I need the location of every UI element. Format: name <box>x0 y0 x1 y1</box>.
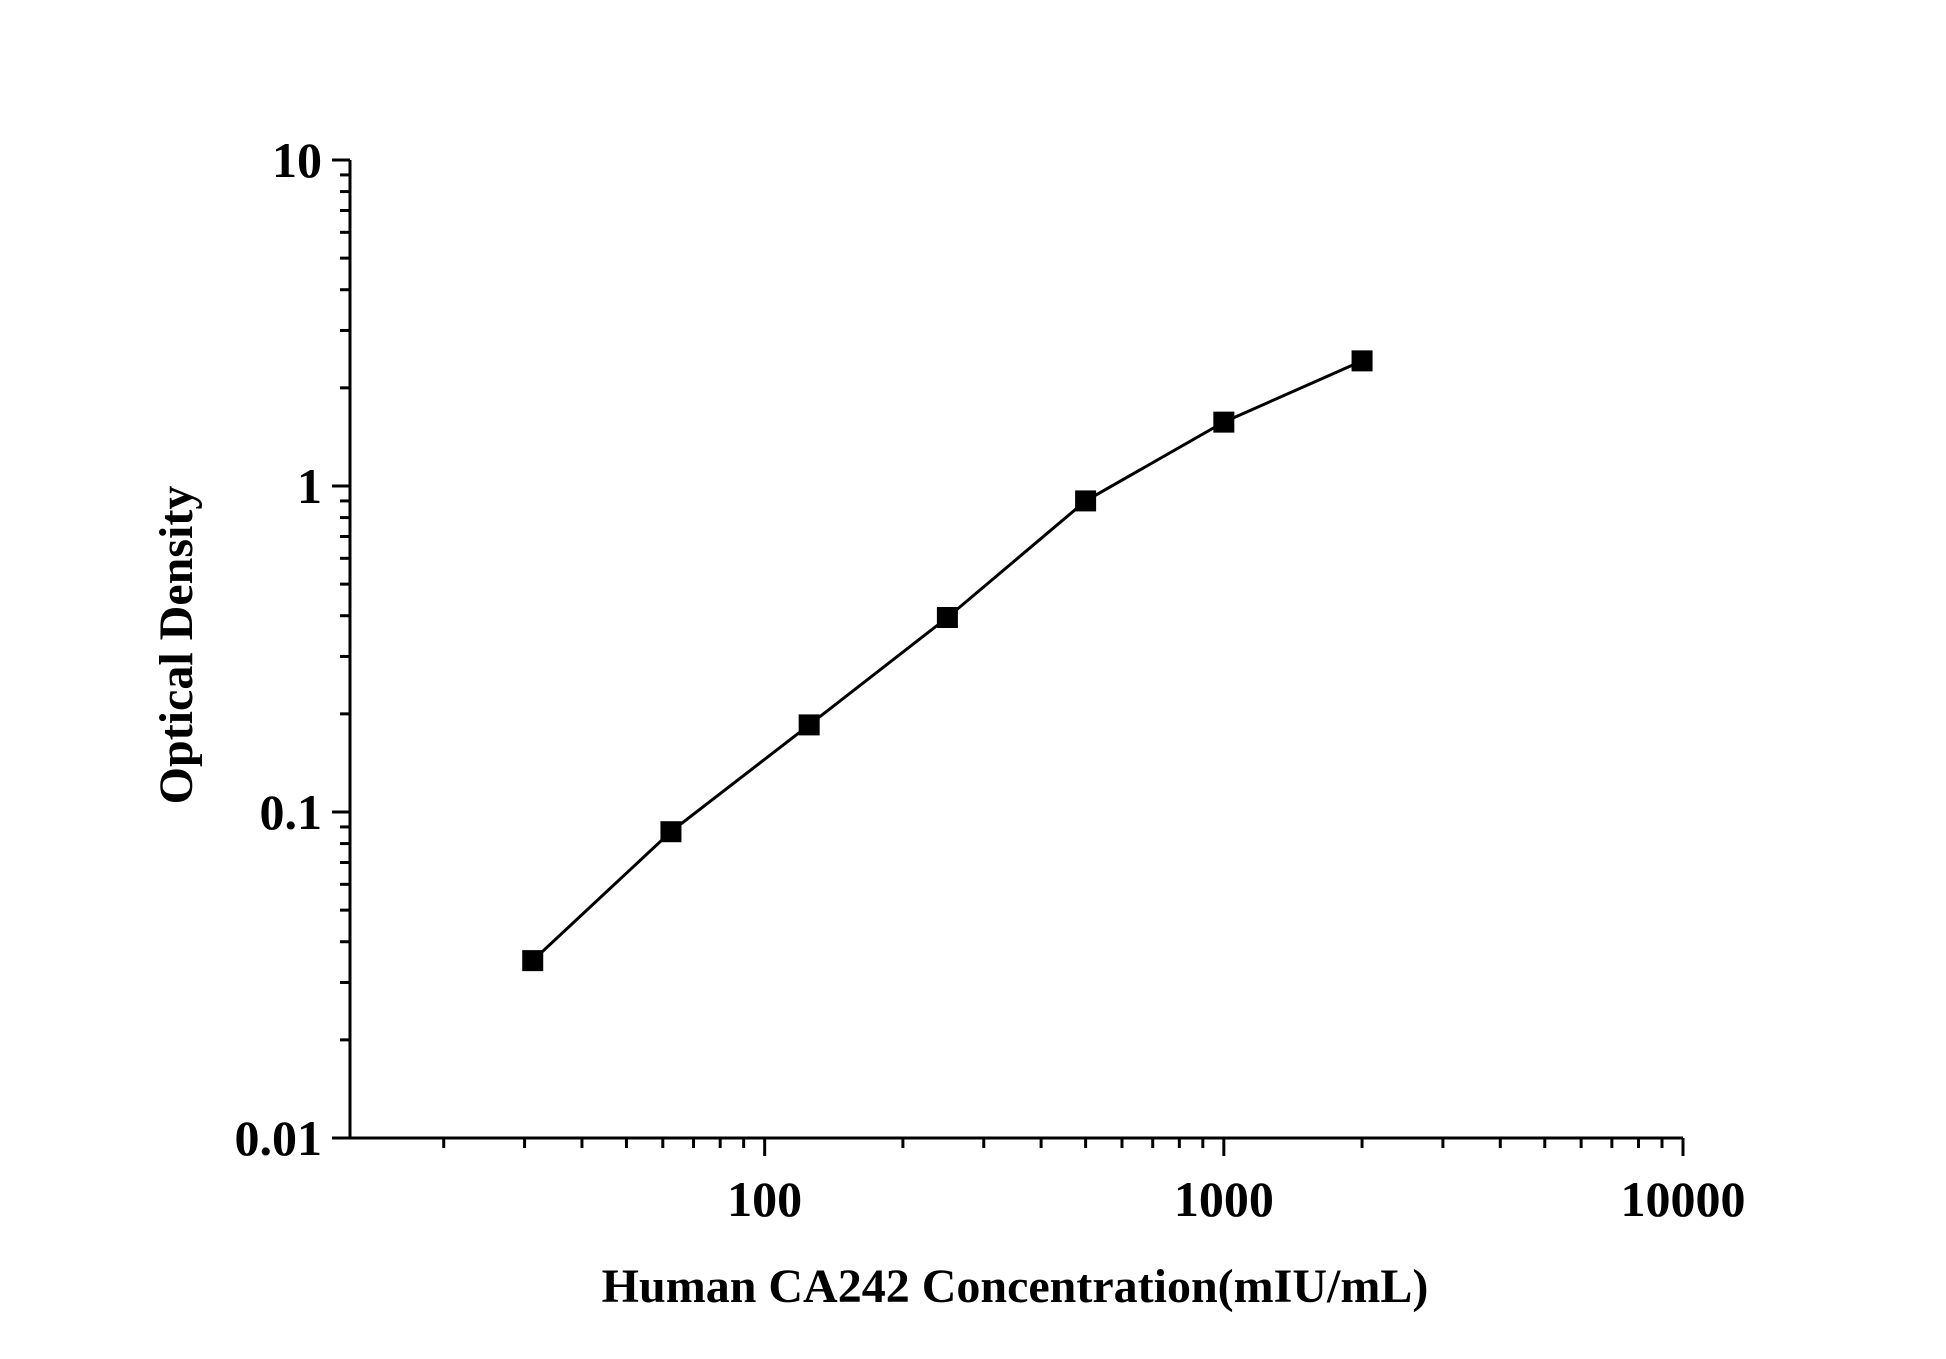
x-axis-title: Human CA242 Concentration(mIU/mL) <box>602 1260 1429 1313</box>
data-point <box>1213 411 1235 433</box>
series-layer <box>522 350 1373 972</box>
y-tick-label: 1 <box>297 458 322 514</box>
y-tick-label: 0.01 <box>235 1110 323 1166</box>
data-point <box>798 714 820 736</box>
y-axis-tick-labels: 0.01 0.1 1 10 <box>235 132 323 1166</box>
data-point <box>936 607 958 629</box>
series-line <box>531 359 1363 962</box>
data-point <box>660 821 682 843</box>
data-point <box>1075 490 1097 512</box>
axes <box>348 160 1683 1140</box>
y-axis-ticks <box>332 158 350 1140</box>
data-point <box>1351 350 1373 372</box>
x-axis-ticks <box>442 1138 1685 1156</box>
x-tick-label: 100 <box>727 1171 802 1227</box>
x-tick-label: 1000 <box>1174 1171 1274 1227</box>
y-tick-label: 0.1 <box>260 784 323 840</box>
x-tick-label: 10000 <box>1621 1171 1746 1227</box>
y-tick-label: 10 <box>272 132 322 188</box>
data-point <box>522 950 544 972</box>
y-axis-title: Optical Density <box>150 486 203 805</box>
x-axis-tick-labels: 100 1000 10000 <box>727 1171 1745 1227</box>
